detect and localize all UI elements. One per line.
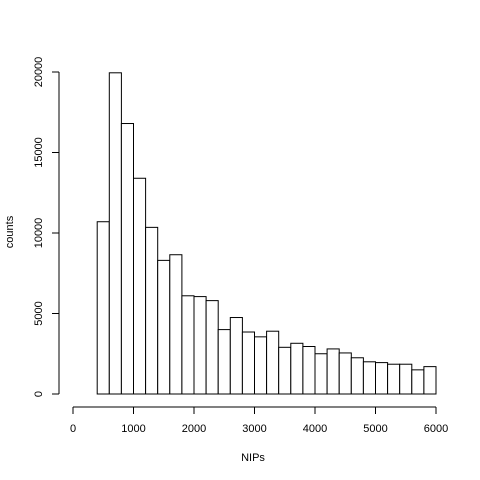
y-tick-label: 20000 xyxy=(33,57,45,88)
x-axis-label: NIPs xyxy=(241,452,265,464)
histogram-bar xyxy=(145,226,159,395)
histogram-bar xyxy=(423,366,437,395)
histogram-bar xyxy=(375,362,389,395)
histogram-bar xyxy=(338,352,352,395)
x-tick-label: 2000 xyxy=(182,423,206,435)
y-tick-label: 5000 xyxy=(33,301,45,325)
histogram-bar xyxy=(302,346,316,395)
histogram-bar xyxy=(193,296,207,395)
histogram-bar xyxy=(133,177,147,395)
histogram-bar xyxy=(290,342,304,395)
histogram-bar xyxy=(399,363,413,395)
y-axis-ticks: 0 5000 10000 15000 20000 xyxy=(33,57,59,397)
histogram-bar xyxy=(217,329,231,395)
histogram-bar xyxy=(362,361,376,395)
histogram-bar xyxy=(181,295,195,395)
histogram-bar xyxy=(326,348,340,395)
histogram-bar xyxy=(108,72,122,395)
histogram-bar xyxy=(314,353,328,395)
x-tick-label: 3000 xyxy=(242,423,266,435)
histogram-bar xyxy=(254,336,268,395)
histogram-bar xyxy=(241,331,255,395)
histogram-bar xyxy=(229,317,243,395)
histogram-bar xyxy=(157,259,171,395)
histogram-bar xyxy=(205,300,219,395)
histogram-bar xyxy=(387,363,401,395)
x-tick-label: 1000 xyxy=(121,423,145,435)
bars-group xyxy=(96,72,437,395)
histogram-bar xyxy=(350,357,364,395)
x-tick-label: 0 xyxy=(70,423,76,435)
x-axis-ticks: 0 1000 2000 3000 4000 5000 6000 xyxy=(70,407,448,435)
histogram-bar xyxy=(120,123,135,395)
histogram-bar xyxy=(411,369,425,395)
y-tick-label: 15000 xyxy=(33,137,45,168)
y-axis-label: counts xyxy=(4,215,16,248)
histogram-bar xyxy=(96,221,110,395)
y-tick-label: 0 xyxy=(33,391,45,397)
x-tick-label: 6000 xyxy=(424,423,448,435)
y-tick-label: 10000 xyxy=(33,218,45,249)
histogram-bar xyxy=(266,330,280,395)
histogram-bar xyxy=(169,254,183,395)
histogram-bar xyxy=(278,346,292,395)
x-tick-label: 4000 xyxy=(303,423,327,435)
x-tick-label: 5000 xyxy=(363,423,387,435)
